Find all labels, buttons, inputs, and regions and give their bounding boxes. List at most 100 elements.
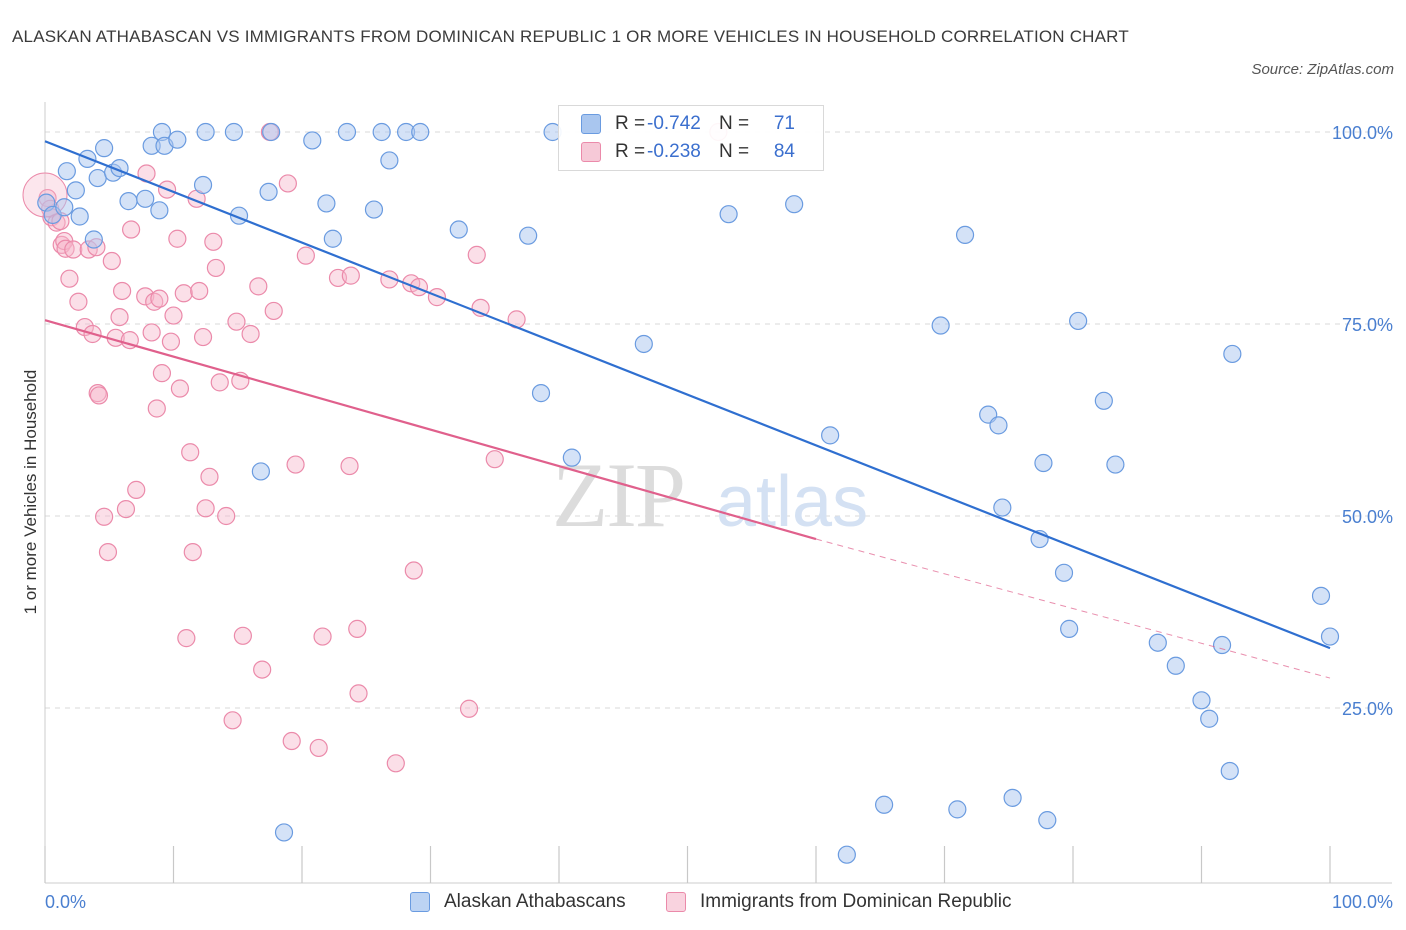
dominican-point — [161, 332, 181, 351]
dominican-point — [341, 266, 360, 285]
athabascan-point — [196, 122, 215, 142]
dominican-point — [150, 289, 169, 308]
axes — [44, 102, 1392, 884]
bottom-legend-athabascan: Alaskan Athabascans — [410, 889, 626, 915]
athabascan-point — [411, 122, 430, 142]
y-tick-label: 25.0% — [1342, 699, 1393, 719]
dominican-point — [177, 629, 196, 648]
tick-labels: 25.0% 50.0% 75.0% 100.0% 0.0% 100.0% — [45, 123, 1393, 912]
dominican-point — [217, 506, 236, 526]
bottom-legend-dominican: Immigrants from Dominican Republic — [666, 889, 1012, 915]
athabascan-point — [57, 162, 76, 181]
dominican-point — [136, 287, 155, 306]
athabascan-point — [1060, 619, 1079, 638]
watermark-atlas: atlas — [716, 462, 868, 542]
athabascan-point — [1034, 453, 1053, 473]
dominican-point — [170, 379, 190, 398]
athabascan-point — [785, 195, 804, 214]
athabascan-point — [55, 198, 74, 217]
dominican-point — [60, 269, 79, 288]
athabascan-point — [449, 220, 468, 239]
athabascan-point — [150, 201, 169, 220]
athabascan-point — [1106, 455, 1125, 474]
dominican-point — [64, 240, 83, 259]
athabascan-point — [1003, 788, 1022, 807]
dominican-point — [313, 627, 332, 646]
athabascan-point — [380, 151, 399, 170]
source-label: Source: ZipAtlas.com — [1251, 61, 1394, 78]
athabascan-point — [1094, 391, 1113, 410]
athabascan-point — [323, 229, 342, 248]
athabascan-point — [119, 192, 138, 211]
athabascan-point — [1148, 633, 1167, 652]
legend-swatch-pink — [581, 142, 601, 162]
legend-n-value: 84 — [773, 141, 795, 162]
legend-r-value: -0.238 — [647, 141, 701, 162]
athabascan-point — [875, 795, 894, 814]
dominican-point — [69, 292, 88, 311]
athabascan-point — [1166, 656, 1185, 675]
athabascan-point — [317, 194, 336, 213]
athabascan-point — [84, 230, 103, 249]
athabascan-point — [168, 130, 187, 149]
bottom-legend-label: Alaskan Athabascans — [444, 891, 626, 912]
dominican-point — [278, 174, 297, 193]
athabascan-point — [931, 316, 950, 335]
dominican-point — [164, 306, 183, 325]
athabascan-point — [259, 182, 278, 202]
correlation-legend: R = -0.742 N = 71 R = -0.238 N = 84 — [558, 105, 824, 171]
legend-r-label: R = — [615, 141, 646, 162]
legend-r-value: -0.742 — [647, 113, 701, 134]
dominican-point — [142, 323, 161, 342]
dominican-point — [174, 284, 193, 303]
dominican-point — [112, 281, 132, 301]
dominican-point — [249, 277, 268, 296]
dominican-point — [183, 542, 202, 562]
athabascan-point — [372, 122, 391, 142]
athabascan-point — [719, 205, 738, 224]
athabascan-point — [519, 226, 538, 245]
athabascan-point — [1320, 627, 1340, 646]
legend-row-dominican: R = -0.238 N = 84 — [581, 139, 795, 165]
dominican-point — [404, 561, 423, 580]
legend-swatch-blue — [581, 114, 601, 134]
dominican-point — [204, 232, 223, 251]
dominican-point — [459, 699, 479, 718]
trend-lines — [44, 140, 1331, 679]
dominican-point — [190, 281, 209, 301]
athabascan-point — [337, 122, 357, 142]
y-tick-label: 75.0% — [1342, 315, 1393, 335]
dominican-point — [427, 288, 447, 307]
dominican-point — [181, 443, 200, 462]
dominican-point — [116, 499, 136, 519]
bottom-legend-swatch-blue — [410, 892, 430, 912]
legend-n-label: N = — [719, 113, 750, 134]
athabascan-point — [364, 200, 384, 219]
athabascan-point — [88, 168, 107, 188]
athabascan-point — [1212, 635, 1232, 655]
dominican-point — [206, 258, 226, 278]
dominican-point — [241, 324, 260, 344]
dominican-point — [386, 754, 405, 773]
legend-n-label: N = — [719, 141, 750, 162]
athabascan-point — [1200, 709, 1219, 728]
dominican-point — [286, 455, 305, 474]
dominican-point — [348, 619, 367, 638]
athabascan-point — [274, 823, 294, 842]
dominican-point — [193, 327, 213, 347]
dominican-point — [98, 542, 118, 562]
dominican-point — [200, 467, 219, 486]
x-tick-label: 0.0% — [45, 892, 86, 912]
dominican-point — [340, 456, 359, 476]
athabascan-point — [193, 175, 213, 195]
athabascan-point — [993, 498, 1012, 517]
y-tick-label: 50.0% — [1342, 507, 1393, 527]
athabascan-point — [1038, 811, 1057, 830]
dominican-point — [95, 507, 114, 526]
athabascan-point — [821, 426, 840, 445]
athabascan-point — [837, 845, 856, 864]
series-athabascan-points — [37, 122, 1340, 864]
dominican-point — [485, 450, 504, 469]
dominican-point — [196, 499, 215, 518]
